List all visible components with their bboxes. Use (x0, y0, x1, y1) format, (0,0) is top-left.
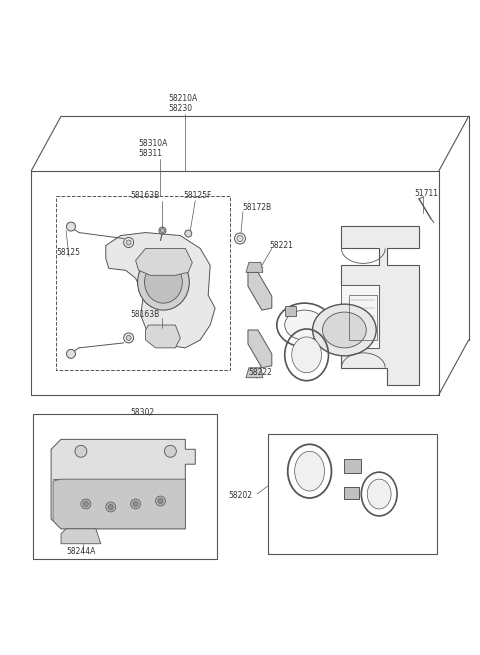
Bar (341, 285, 379, 348)
Circle shape (131, 499, 141, 509)
Text: 58244A: 58244A (66, 547, 96, 555)
Bar (268, 434, 437, 553)
Circle shape (159, 227, 166, 234)
Polygon shape (344, 459, 361, 473)
Text: 58302: 58302 (131, 407, 155, 417)
Circle shape (156, 496, 166, 506)
Ellipse shape (138, 254, 189, 310)
Bar (33, 415, 217, 559)
Polygon shape (341, 225, 419, 384)
Ellipse shape (285, 310, 324, 340)
Circle shape (108, 504, 113, 510)
Ellipse shape (312, 304, 376, 356)
Circle shape (84, 502, 88, 506)
Ellipse shape (323, 312, 366, 348)
Circle shape (158, 498, 163, 504)
Bar (56, 196, 230, 370)
Polygon shape (246, 367, 263, 378)
Text: 58311: 58311 (139, 149, 163, 158)
Ellipse shape (367, 479, 391, 509)
Circle shape (67, 222, 75, 231)
Ellipse shape (292, 337, 322, 373)
Text: 58163B: 58163B (131, 310, 160, 319)
Polygon shape (61, 529, 101, 544)
Text: 51711: 51711 (414, 189, 438, 198)
Polygon shape (106, 233, 215, 348)
Circle shape (235, 233, 245, 244)
Polygon shape (145, 325, 180, 348)
Circle shape (165, 445, 176, 457)
Ellipse shape (295, 451, 324, 491)
Polygon shape (285, 306, 296, 316)
Circle shape (124, 333, 133, 343)
Circle shape (126, 335, 131, 341)
Circle shape (106, 502, 116, 512)
Circle shape (185, 230, 192, 237)
Circle shape (160, 229, 165, 233)
Text: 58230: 58230 (168, 104, 192, 113)
Circle shape (133, 502, 138, 506)
Polygon shape (344, 487, 360, 499)
Circle shape (75, 445, 87, 457)
Polygon shape (53, 479, 185, 529)
Ellipse shape (144, 261, 182, 303)
Text: 58125: 58125 (56, 248, 80, 257)
Polygon shape (51, 440, 195, 529)
Polygon shape (248, 330, 272, 367)
Polygon shape (246, 263, 263, 272)
Circle shape (124, 238, 133, 248)
Text: 58125F: 58125F (183, 191, 212, 200)
Polygon shape (136, 248, 192, 275)
Circle shape (67, 349, 75, 358)
Text: 58172B: 58172B (242, 203, 271, 212)
Text: 58163B: 58163B (131, 191, 160, 200)
Circle shape (81, 499, 91, 509)
Text: 58202: 58202 (228, 491, 252, 500)
Polygon shape (248, 272, 272, 310)
Text: 58221: 58221 (270, 240, 294, 250)
Circle shape (126, 240, 131, 245)
Text: 58310A: 58310A (139, 139, 168, 148)
Text: 58210A: 58210A (168, 94, 198, 103)
Text: 58222: 58222 (248, 367, 272, 377)
Circle shape (237, 236, 243, 242)
